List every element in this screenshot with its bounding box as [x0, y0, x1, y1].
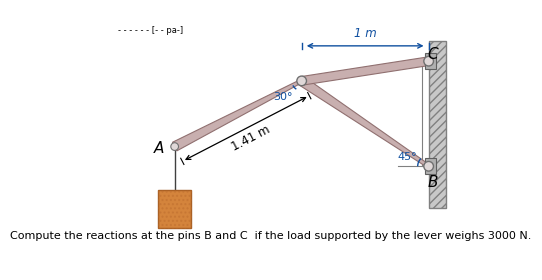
Circle shape [171, 143, 178, 150]
Text: 30°: 30° [273, 92, 293, 102]
Text: 1.41 m: 1.41 m [229, 123, 272, 153]
Bar [425, 53, 436, 69]
Polygon shape [172, 80, 302, 151]
Bar [429, 41, 446, 208]
Text: - - - - - - [- - pa-]: - - - - - - [- - pa-] [118, 26, 183, 35]
Text: 45°: 45° [397, 152, 417, 162]
Text: Compute the reactions at the pins B and C  if the load supported by the lever we: Compute the reactions at the pins B and … [10, 231, 532, 241]
Text: A: A [154, 141, 165, 156]
Polygon shape [301, 57, 429, 85]
Text: C: C [428, 47, 438, 62]
Bar [158, 190, 191, 228]
Text: B: B [428, 175, 438, 190]
Bar [429, 41, 446, 208]
Bar [425, 158, 436, 174]
Circle shape [424, 162, 434, 171]
Circle shape [297, 76, 306, 86]
Bar [158, 190, 191, 228]
Circle shape [424, 56, 434, 66]
Polygon shape [299, 77, 430, 168]
Text: 1 m: 1 m [354, 27, 377, 40]
